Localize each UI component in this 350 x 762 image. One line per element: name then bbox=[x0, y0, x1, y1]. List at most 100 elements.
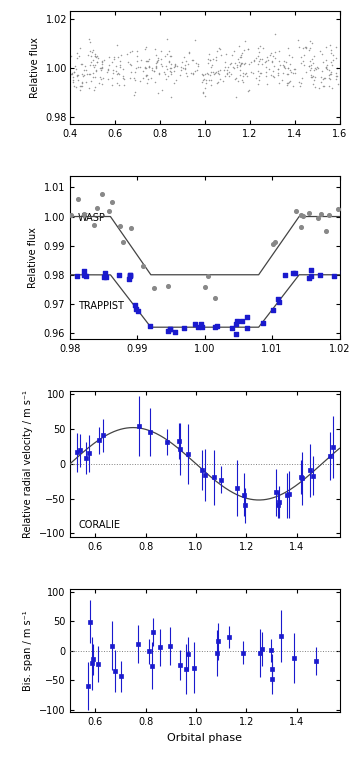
Point bbox=[118, 220, 123, 232]
Point bbox=[105, 63, 110, 75]
Point bbox=[217, 43, 223, 56]
Point bbox=[331, 270, 337, 282]
Point bbox=[334, 62, 340, 75]
Point bbox=[214, 319, 220, 331]
Point bbox=[335, 78, 341, 91]
Point bbox=[238, 49, 243, 61]
Point bbox=[83, 76, 89, 88]
Point bbox=[201, 69, 206, 81]
Point bbox=[200, 87, 206, 99]
Point bbox=[93, 63, 99, 75]
Point bbox=[312, 81, 318, 93]
Point bbox=[237, 60, 243, 72]
Point bbox=[144, 55, 149, 67]
Point bbox=[178, 61, 183, 73]
Point bbox=[73, 81, 78, 93]
Point bbox=[253, 52, 259, 64]
Point bbox=[153, 76, 158, 88]
Point bbox=[310, 78, 315, 90]
Point bbox=[313, 63, 319, 75]
Point bbox=[257, 56, 262, 68]
Point bbox=[99, 60, 105, 72]
Point bbox=[184, 70, 190, 82]
Point bbox=[207, 54, 212, 66]
Point bbox=[115, 51, 121, 63]
Point bbox=[234, 315, 240, 327]
Point bbox=[312, 64, 317, 76]
Point bbox=[88, 50, 94, 62]
Point bbox=[104, 66, 110, 78]
Point bbox=[226, 66, 232, 78]
Point bbox=[299, 57, 304, 69]
Point bbox=[99, 56, 105, 69]
Point bbox=[308, 69, 313, 81]
Point bbox=[334, 69, 340, 82]
Point bbox=[109, 56, 115, 69]
Point bbox=[91, 85, 97, 97]
Point bbox=[121, 73, 126, 85]
Point bbox=[118, 59, 123, 71]
Point bbox=[98, 64, 104, 76]
Point bbox=[333, 41, 338, 53]
Point bbox=[220, 75, 226, 88]
Point bbox=[215, 66, 221, 78]
Point bbox=[190, 67, 196, 79]
Point bbox=[192, 318, 198, 330]
Point bbox=[116, 79, 122, 91]
Point bbox=[255, 50, 260, 62]
Point bbox=[306, 43, 312, 56]
Point bbox=[275, 63, 281, 75]
Point bbox=[248, 66, 254, 78]
Point bbox=[255, 42, 260, 54]
Point bbox=[284, 77, 289, 89]
Point bbox=[264, 61, 269, 73]
Point bbox=[72, 59, 78, 72]
Point bbox=[109, 78, 115, 91]
Point bbox=[255, 65, 261, 77]
Point bbox=[205, 53, 210, 66]
Point bbox=[143, 43, 148, 55]
Point bbox=[270, 238, 276, 250]
Point bbox=[279, 74, 285, 86]
Point bbox=[278, 59, 283, 71]
Point bbox=[282, 269, 288, 281]
Point bbox=[69, 68, 75, 80]
Point bbox=[275, 293, 281, 306]
Point bbox=[333, 67, 339, 79]
Point bbox=[307, 59, 312, 72]
Point bbox=[125, 48, 130, 60]
Point bbox=[292, 267, 298, 280]
Point bbox=[235, 75, 241, 87]
Point bbox=[202, 281, 208, 293]
Point bbox=[321, 56, 326, 68]
Point bbox=[152, 43, 158, 55]
Point bbox=[165, 70, 171, 82]
Point bbox=[307, 271, 312, 283]
Y-axis label: Relative flux: Relative flux bbox=[30, 37, 40, 98]
Point bbox=[167, 323, 173, 335]
Point bbox=[285, 42, 290, 54]
Point bbox=[156, 66, 161, 78]
Point bbox=[90, 67, 96, 79]
Point bbox=[203, 90, 208, 102]
Point bbox=[272, 236, 277, 248]
Point bbox=[232, 73, 238, 85]
Point bbox=[101, 271, 106, 283]
Point bbox=[191, 69, 196, 81]
Point bbox=[304, 42, 309, 54]
Point bbox=[296, 75, 302, 88]
Point bbox=[209, 61, 214, 73]
Point bbox=[259, 58, 265, 70]
Point bbox=[284, 68, 289, 80]
Point bbox=[168, 68, 174, 80]
Point bbox=[92, 48, 97, 60]
Point bbox=[233, 319, 238, 331]
Point bbox=[301, 59, 307, 72]
Point bbox=[229, 68, 234, 80]
Point bbox=[230, 322, 235, 335]
Point bbox=[316, 62, 321, 74]
Point bbox=[297, 80, 303, 92]
Point bbox=[250, 67, 255, 79]
Point bbox=[94, 50, 100, 62]
Point bbox=[95, 53, 100, 65]
